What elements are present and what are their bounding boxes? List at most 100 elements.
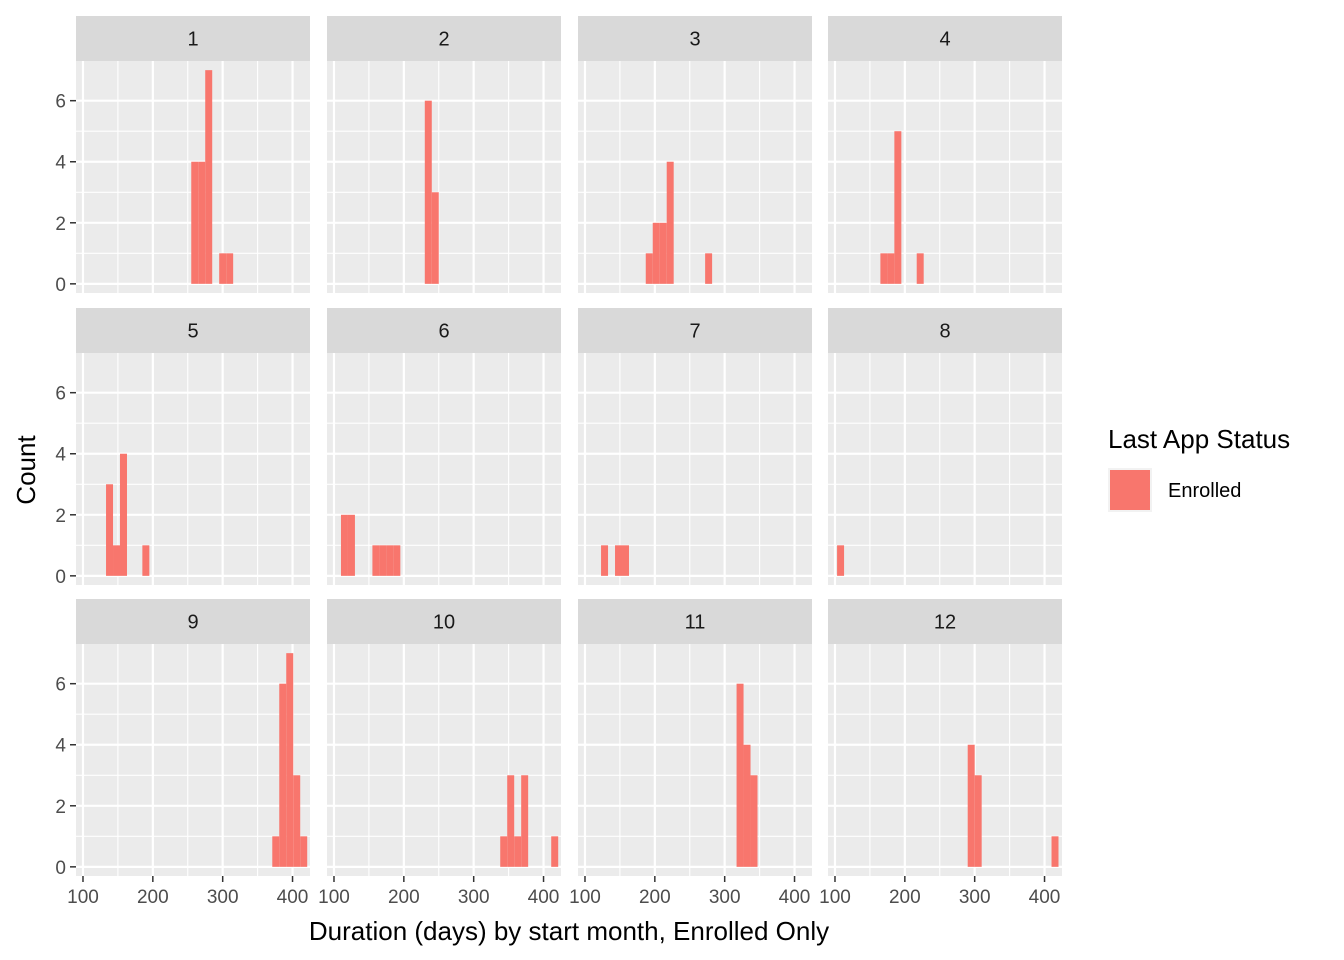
histogram-bar bbox=[645, 253, 653, 284]
x-axis-title: Duration (days) by start month, Enrolled… bbox=[309, 916, 829, 946]
histogram-bar bbox=[424, 100, 432, 284]
x-tick-label: 400 bbox=[528, 887, 560, 908]
facet-strip bbox=[578, 308, 812, 353]
facet-panel-8: 8 bbox=[828, 308, 1062, 585]
histogram-bar bbox=[666, 161, 674, 284]
facet-strip bbox=[828, 16, 1062, 61]
x-tick-label: 100 bbox=[819, 887, 851, 908]
histogram-bar bbox=[293, 775, 301, 867]
facet-strip-label: 9 bbox=[187, 612, 198, 634]
histogram-bar bbox=[300, 836, 308, 867]
panel-background bbox=[327, 353, 561, 585]
histogram-bar bbox=[286, 653, 294, 867]
panel-background bbox=[828, 61, 1062, 293]
x-tick-label: 200 bbox=[889, 887, 921, 908]
histogram-bar bbox=[967, 744, 975, 867]
facet-panel-4: 4 bbox=[828, 16, 1062, 293]
histogram-bar bbox=[379, 545, 387, 576]
facet-strip-label: 7 bbox=[689, 321, 700, 343]
histogram-bar bbox=[198, 161, 206, 284]
x-tick-label: 400 bbox=[277, 887, 309, 908]
y-tick-label: 0 bbox=[55, 858, 66, 879]
facet-strip bbox=[327, 599, 561, 644]
facet-panels: 1 2 3 45 6 7 89 10 11 12 bbox=[76, 16, 1062, 876]
y-tick-label: 6 bbox=[55, 384, 66, 405]
panel-background bbox=[578, 644, 812, 876]
histogram-bar bbox=[113, 545, 121, 576]
facet-strip-label: 1 bbox=[187, 29, 198, 51]
histogram-bar bbox=[880, 253, 888, 284]
facet-strip bbox=[828, 599, 1062, 644]
histogram-bar bbox=[743, 744, 751, 867]
x-tick-label: 400 bbox=[1029, 887, 1061, 908]
y-tick-label: 2 bbox=[55, 214, 66, 235]
axes: 0 2 4 6 0 2 4 6 0 2 4 6 100 200 300 400 100 200 300 400 100 2… bbox=[55, 92, 1060, 908]
x-tick-label: 400 bbox=[779, 887, 811, 908]
facet-strip bbox=[578, 16, 812, 61]
facet-panel-6: 6 bbox=[327, 308, 561, 585]
facet-strip-label: 3 bbox=[689, 29, 700, 51]
facet-panel-11: 11 bbox=[578, 599, 812, 876]
histogram-bar bbox=[622, 545, 629, 576]
histogram-bar bbox=[601, 545, 609, 576]
histogram-bar bbox=[226, 253, 234, 284]
histogram-bar bbox=[106, 484, 114, 576]
y-tick-label: 2 bbox=[55, 797, 66, 818]
x-tick-label: 200 bbox=[388, 887, 420, 908]
y-tick-label: 0 bbox=[55, 275, 66, 296]
facet-strip bbox=[327, 308, 561, 353]
histogram-bar bbox=[974, 775, 982, 867]
facet-strip-label: 12 bbox=[934, 612, 956, 634]
x-tick-label: 200 bbox=[639, 887, 671, 908]
x-tick-label: 100 bbox=[569, 887, 601, 908]
y-tick-label: 0 bbox=[55, 567, 66, 588]
legend: Last App Status Enrolled bbox=[1108, 424, 1290, 512]
facet-strip-label: 6 bbox=[438, 321, 449, 343]
histogram-bar bbox=[736, 683, 744, 867]
facet-panel-9: 9 bbox=[76, 599, 310, 876]
y-tick-label: 4 bbox=[55, 445, 66, 466]
legend-swatch bbox=[1110, 470, 1150, 510]
histogram-bar bbox=[279, 683, 287, 867]
histogram-bar bbox=[219, 253, 227, 284]
panel-background bbox=[578, 353, 812, 585]
y-tick-label: 4 bbox=[55, 153, 66, 174]
histogram-bar bbox=[120, 453, 127, 576]
facet-strip-label: 4 bbox=[939, 29, 950, 51]
x-tick-label: 300 bbox=[458, 887, 490, 908]
facet-panel-12: 12 bbox=[828, 599, 1062, 876]
histogram-bar bbox=[551, 836, 559, 867]
histogram-bar bbox=[521, 775, 529, 867]
histogram-bar bbox=[386, 545, 394, 576]
histogram-bar bbox=[272, 836, 280, 867]
panel-background bbox=[828, 644, 1062, 876]
facet-panel-10: 10 bbox=[327, 599, 561, 876]
histogram-bar bbox=[372, 545, 380, 576]
histogram-bar bbox=[205, 70, 213, 284]
y-tick-label: 4 bbox=[55, 736, 66, 757]
histogram-bar bbox=[894, 131, 902, 284]
histogram-bar bbox=[750, 775, 758, 867]
facet-strip bbox=[578, 599, 812, 644]
facet-panel-1: 1 bbox=[76, 16, 310, 293]
panel-background bbox=[578, 61, 812, 293]
histogram-bar bbox=[887, 253, 895, 284]
facet-panel-7: 7 bbox=[578, 308, 812, 585]
histogram-bar bbox=[615, 545, 623, 576]
panel-background bbox=[828, 353, 1062, 585]
histogram-bar bbox=[1051, 836, 1059, 867]
y-tick-label: 2 bbox=[55, 506, 66, 527]
histogram-bar bbox=[347, 514, 355, 576]
histogram-bar bbox=[142, 545, 150, 576]
facet-panel-5: 5 bbox=[76, 308, 310, 585]
histogram-bar bbox=[191, 161, 199, 284]
x-tick-label: 300 bbox=[709, 887, 741, 908]
panel-background bbox=[327, 61, 561, 293]
y-tick-label: 6 bbox=[55, 92, 66, 113]
legend-items: Enrolled bbox=[1108, 468, 1241, 512]
x-tick-label: 300 bbox=[207, 887, 239, 908]
x-tick-label: 100 bbox=[67, 887, 99, 908]
x-tick-label: 100 bbox=[318, 887, 350, 908]
facet-strip-label: 5 bbox=[187, 321, 198, 343]
